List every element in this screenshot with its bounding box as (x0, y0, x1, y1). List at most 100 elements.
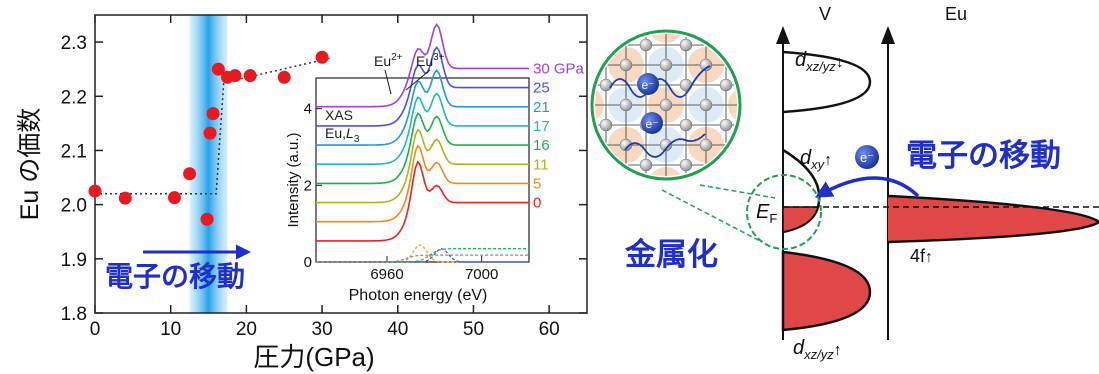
fermi-level-label: EF (756, 201, 777, 226)
electron-transfer-arrow (814, 176, 920, 198)
data-point (200, 212, 214, 226)
v-atom (639, 158, 653, 172)
electron-ball (855, 145, 879, 169)
lattice-site (728, 34, 737, 43)
x-tick-label: 20 (236, 319, 257, 340)
v-atom (659, 138, 673, 152)
lattice-site (595, 34, 604, 43)
eu2-pointer (384, 69, 392, 95)
v-atom (659, 58, 673, 72)
x-tick-label: 10 (160, 319, 181, 340)
lattice-site (595, 167, 604, 176)
lattice-electron (637, 73, 659, 95)
v-atom (599, 78, 613, 92)
v-atom (719, 158, 733, 172)
y-tick-label: 2.0 (61, 196, 87, 217)
lattice-electron-label: e⁻ (645, 117, 658, 131)
electron-move-annotation: 電子の移動 (105, 261, 245, 292)
x-tick-label: 60 (539, 319, 560, 340)
y-axis-label: Eu の価数 (16, 108, 44, 221)
inset-y-axis-label: Intensity (a.u.) (285, 132, 302, 227)
x-tick-label: 50 (463, 319, 484, 340)
y-tick-label: 1.9 (61, 250, 87, 271)
inset-y-tick-label: 2 (304, 177, 312, 194)
v-column-label: V (819, 4, 831, 24)
xas-series-label: 17 (533, 118, 550, 135)
v-atom (619, 58, 633, 72)
metallization-label: 金属化 (624, 237, 718, 272)
lattice-electron-label: e⁻ (641, 78, 654, 92)
data-point (277, 70, 291, 84)
v-atom (719, 118, 733, 132)
lattice-content: e⁻ e⁻ (595, 34, 737, 176)
xas-series-label: 16 (533, 137, 550, 154)
xas-spectrum-line (316, 69, 529, 146)
inset-x-tick-label: 6960 (370, 266, 403, 283)
data-points-group (88, 50, 329, 226)
plot-frame (94, 14, 588, 314)
dxzyz-down-band (782, 50, 872, 114)
v-atom (719, 78, 733, 92)
data-point (228, 69, 242, 83)
inset-y-tick-label: 0 (304, 254, 312, 271)
dxzyz-up-label: dxz/yz↑ (793, 337, 842, 362)
electron-move-label: 電子の移動 (906, 138, 1061, 173)
valence-vs-pressure-chart: 0 10 20 30 40 50 601.81.92.02.12.22.3 圧力(GPa) … (16, 14, 588, 372)
xas-series-label: 25 (533, 80, 550, 97)
inset-series-labels: 30 GPa 25 21 17 16 11 5 0 (533, 60, 585, 211)
electron-path-top (609, 65, 711, 98)
x-tick-label: 40 (387, 319, 408, 340)
axis-ticks: 0 10 20 30 40 50 601.81.92.02.12.22.3 (61, 15, 587, 340)
xas-series-label: 0 (533, 195, 541, 212)
dxy-up-label: dxy↑ (800, 147, 832, 172)
data-point (206, 107, 220, 121)
xas-spectrum-line (316, 92, 529, 165)
lattice-electron (641, 112, 663, 134)
eu-4f-band (888, 196, 1099, 242)
xas-inset-chart: 6960 7000 0 2 4 30 GPa 25 21 17 16 11 5 0 Photon en… (285, 22, 585, 304)
fit-line (95, 57, 330, 195)
eu-column-label: Eu (945, 4, 967, 24)
xas-spectrum-line (316, 144, 529, 223)
electron-path-bottom (624, 133, 706, 158)
v-atom (659, 98, 673, 112)
inset-xas-annotation: XAS (325, 107, 353, 123)
data-point (315, 50, 329, 64)
eu3-peak-label: Eu3+ (416, 52, 445, 69)
lattice-illustration: e⁻ e⁻ (595, 34, 737, 176)
xas-series-label: 5 (533, 175, 541, 192)
xas-spectrum-line (316, 112, 529, 185)
v-atom (619, 138, 633, 152)
data-point (118, 191, 132, 205)
inset-y-tick-label: 4 (304, 101, 312, 118)
v-atom (639, 38, 653, 52)
x-tick-label: 0 (90, 319, 101, 340)
inset-x-axis-label: Photon energy (eV) (349, 287, 488, 304)
v-atom (619, 98, 633, 112)
v-atom (679, 158, 693, 172)
xas-series-label: 11 (533, 156, 549, 173)
v-atom (599, 118, 613, 132)
eu-4f-outline (887, 194, 1099, 244)
v-axis-arrowhead (776, 26, 790, 44)
v-atom (679, 118, 693, 132)
v-atom (679, 38, 693, 52)
zoom-connector-bottom (661, 189, 763, 243)
y-tick-label: 1.8 (61, 304, 87, 325)
eu-axis-arrowhead (881, 26, 895, 44)
data-point (203, 126, 217, 140)
dxzyz-down-label: dxz/yz↓ (795, 49, 844, 74)
fit-line-group (95, 57, 330, 195)
xas-spectrum-line (316, 46, 529, 127)
v-atom (719, 38, 733, 52)
xas-spectrum-line (316, 128, 529, 204)
v-atom (599, 158, 613, 172)
data-point (243, 69, 257, 83)
xas-series-label: 21 (533, 99, 550, 116)
zoom-connector-top (699, 184, 776, 199)
xas-series-label: 30 GPa (533, 60, 585, 77)
xas-spectrum-line (316, 22, 529, 108)
eu3-pointer (405, 69, 431, 91)
v-atom (699, 58, 713, 72)
